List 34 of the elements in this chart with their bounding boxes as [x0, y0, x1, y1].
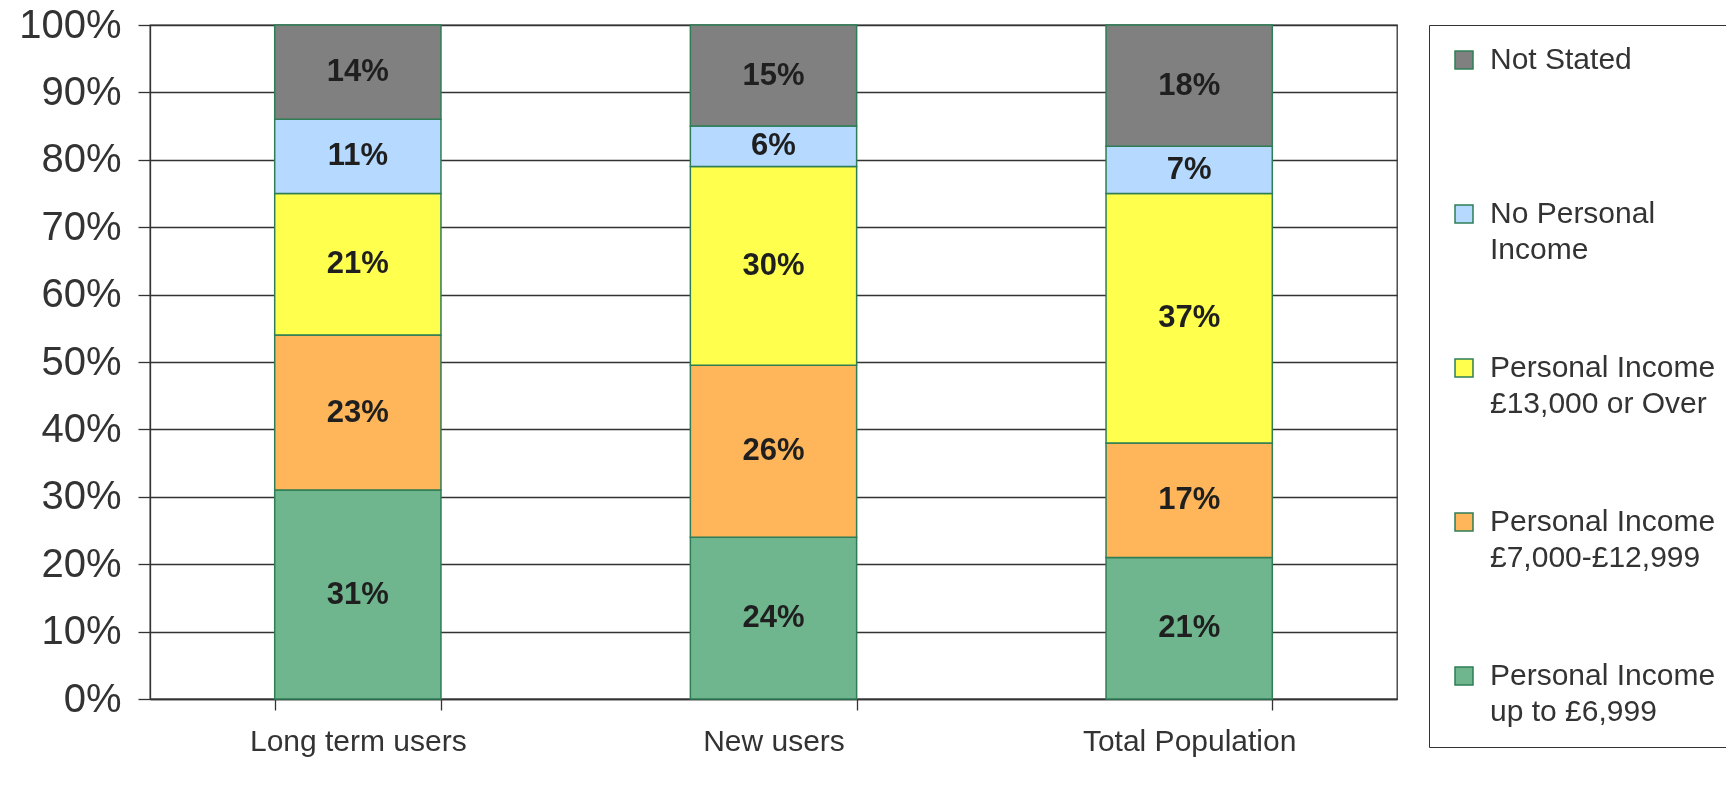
data-label: 23%	[326, 393, 389, 429]
y-tick-label: 50%	[41, 338, 122, 383]
y-tick-label: 0%	[63, 675, 122, 720]
y-tick-label: 70%	[41, 203, 122, 248]
y-tick-label: 30%	[41, 473, 122, 518]
data-label: 7%	[1166, 150, 1212, 186]
y-tick-label: 90%	[41, 68, 122, 113]
data-label: 37%	[1158, 299, 1221, 335]
data-label: 6%	[751, 127, 796, 163]
data-label: 11%	[327, 137, 389, 173]
data-label: 24%	[742, 599, 805, 635]
legend-label: Personal Income £7,000-£12,999	[1490, 504, 1716, 573]
data-label: 17%	[1158, 481, 1221, 517]
y-tick-label: 10%	[41, 608, 122, 653]
y-tick-label: 80%	[41, 136, 122, 181]
legend-label: No Personal Income	[1490, 196, 1656, 265]
data-label: 21%	[326, 245, 389, 281]
data-label: 15%	[742, 56, 805, 92]
legend-label: Personal Income up to £6,999	[1490, 658, 1716, 727]
y-tick-label: 40%	[41, 405, 122, 450]
data-label: 18%	[1158, 66, 1221, 102]
legend-label: Not Stated	[1490, 42, 1632, 75]
legend-label: Personal Income £13,000 or Over	[1490, 350, 1716, 419]
data-label: 30%	[742, 246, 805, 282]
data-label: 21%	[1158, 609, 1221, 645]
y-tick-label: 100%	[19, 1, 122, 46]
y-tick-label: 20%	[41, 540, 122, 585]
data-label: 26%	[742, 432, 805, 468]
x-tick-label: Total Population	[1082, 723, 1297, 757]
x-tick-label: Long term users	[249, 723, 467, 757]
y-tick-label: 60%	[41, 271, 122, 316]
x-tick-label: New users	[703, 723, 845, 757]
data-label: 31%	[326, 575, 389, 611]
data-label: 14%	[326, 53, 389, 89]
